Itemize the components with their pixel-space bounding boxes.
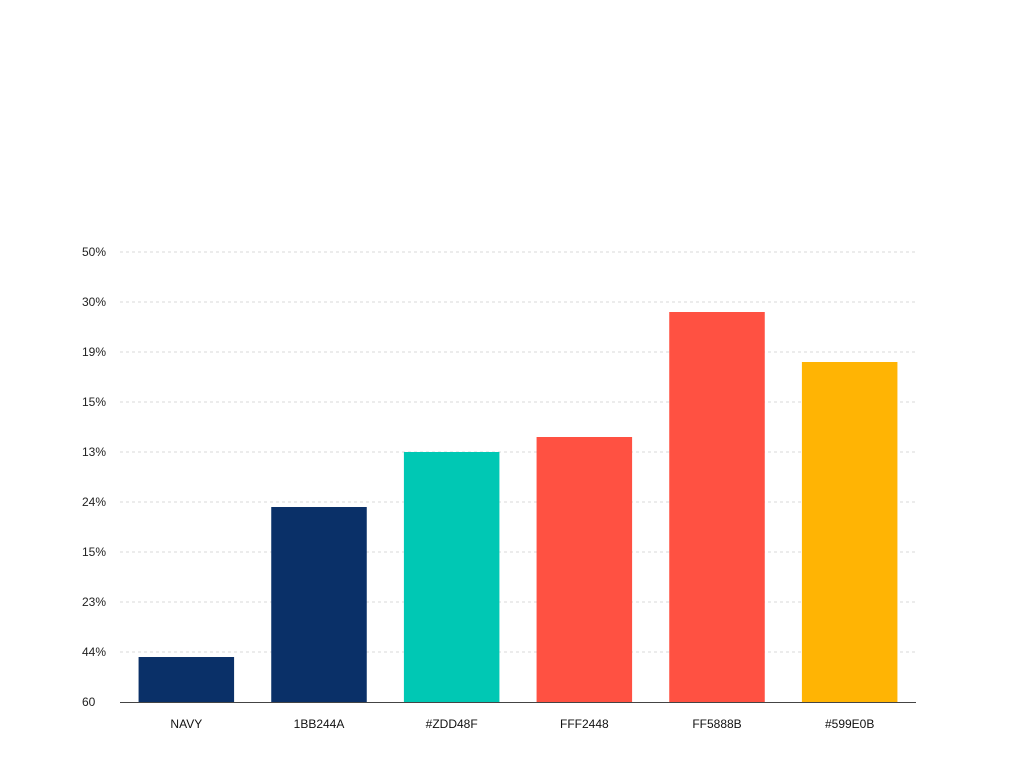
bar-3 (403, 452, 500, 702)
grid-lines (120, 251, 916, 653)
y-tick-label: 13% (82, 445, 106, 459)
y-tick-label: 50% (82, 245, 106, 259)
bars (138, 312, 898, 702)
y-tick-label: 30% (82, 295, 106, 309)
x-tick-label: FF5888B (692, 717, 741, 731)
x-tick-label: FFF2448 (560, 717, 609, 731)
x-axis-tick-labels: NAVY 1BB244A #ZDD48F FFF2448 FF5888B #599E0B (170, 717, 874, 731)
y-axis-tick-labels: 60 44% 23% 15% 24% 13% 15% 19% 30% 50% (82, 245, 106, 709)
x-tick-label: #599E0B (825, 717, 874, 731)
y-tick-label: 60 (82, 695, 96, 709)
x-tick-label: NAVY (170, 717, 202, 731)
x-tick-label: 1BB244A (294, 717, 345, 731)
bar-6 (801, 362, 898, 702)
bar-5 (669, 312, 765, 702)
y-tick-label: 19% (82, 345, 106, 359)
bar-2 (271, 507, 367, 702)
y-tick-label: 15% (82, 395, 106, 409)
y-tick-label: 23% (82, 595, 106, 609)
y-tick-label: 15% (82, 545, 106, 559)
x-tick-label: #ZDD48F (426, 717, 478, 731)
bar-1 (138, 657, 235, 702)
y-tick-label: 24% (82, 495, 106, 509)
y-tick-label: 44% (82, 645, 106, 659)
bar-4 (536, 437, 633, 702)
